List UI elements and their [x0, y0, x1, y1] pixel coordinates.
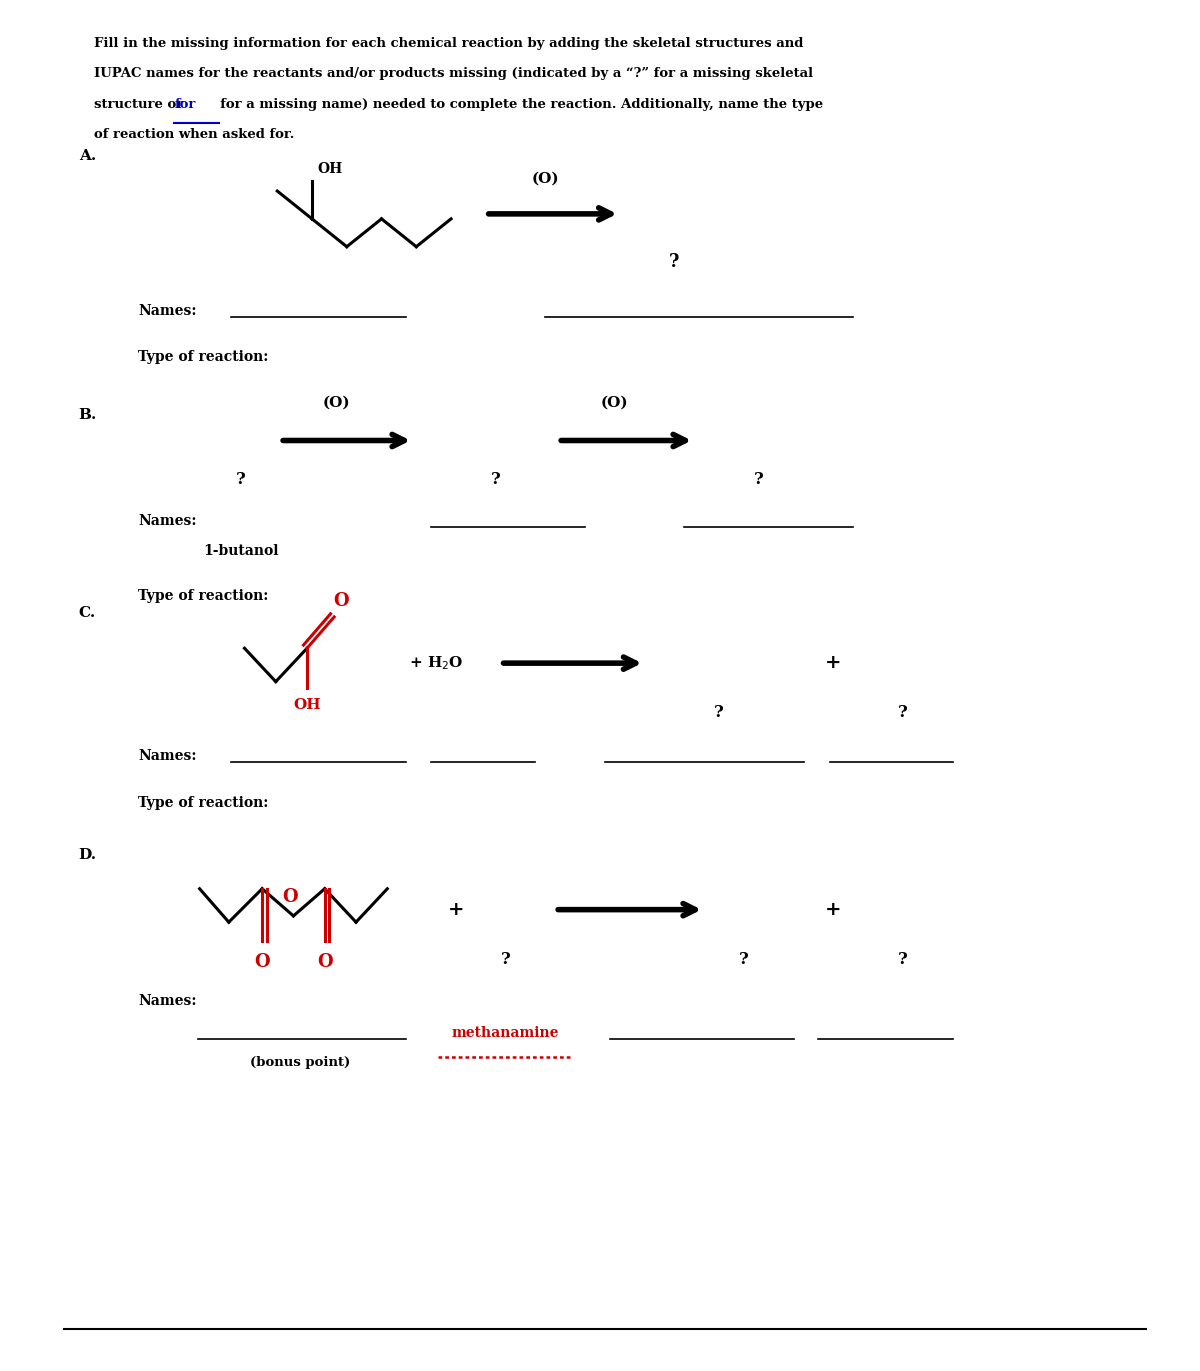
Text: Fill in the missing information for each chemical reaction by adding the skeleta: Fill in the missing information for each… [94, 37, 803, 49]
Text: D.: D. [79, 849, 97, 862]
Text: ?: ? [714, 705, 724, 721]
Text: Names:: Names: [138, 304, 197, 318]
Text: (O): (O) [601, 396, 629, 410]
Text: (O): (O) [323, 396, 350, 410]
Text: OH: OH [293, 698, 320, 712]
Text: B.: B. [79, 407, 97, 422]
Text: O: O [254, 953, 270, 971]
Text: of reaction when asked for.: of reaction when asked for. [94, 128, 294, 141]
Text: OH: OH [317, 162, 342, 175]
Text: (O): (O) [532, 171, 559, 186]
Text: ?: ? [754, 470, 763, 488]
Text: ?: ? [898, 705, 907, 721]
Text: Names:: Names: [138, 994, 197, 1008]
Text: structure or        for a missing name) needed to complete the reaction. Additio: structure or for a missing name) needed … [94, 97, 823, 111]
Text: O: O [317, 953, 332, 971]
Text: Type of reaction:: Type of reaction: [138, 797, 269, 810]
Text: A.: A. [79, 149, 96, 163]
Text: O: O [283, 888, 299, 906]
Text: IUPAC names for the reactants and/or products missing (indicated by a “?” for a : IUPAC names for the reactants and/or pro… [94, 67, 812, 81]
Text: (bonus point): (bonus point) [250, 1056, 350, 1069]
Text: ?: ? [491, 470, 500, 488]
Text: ?: ? [670, 252, 679, 270]
Text: Type of reaction:: Type of reaction: [138, 588, 269, 602]
Text: ?: ? [500, 951, 510, 968]
Text: for: for [174, 97, 196, 111]
Text: C.: C. [79, 606, 96, 621]
Text: O: O [334, 592, 349, 610]
Text: ?: ? [235, 470, 245, 488]
Text: + H$_2$O: + H$_2$O [409, 654, 463, 672]
Text: ?: ? [898, 951, 907, 968]
Text: Names:: Names: [138, 514, 197, 528]
Text: methanamine: methanamine [452, 1026, 559, 1041]
Text: 1-butanol: 1-butanol [203, 544, 278, 558]
Text: Names:: Names: [138, 749, 197, 762]
Text: +: + [448, 901, 464, 919]
Text: ?: ? [739, 951, 749, 968]
Text: +: + [826, 901, 841, 919]
Text: +: + [826, 654, 841, 672]
Text: Type of reaction:: Type of reaction: [138, 350, 269, 365]
